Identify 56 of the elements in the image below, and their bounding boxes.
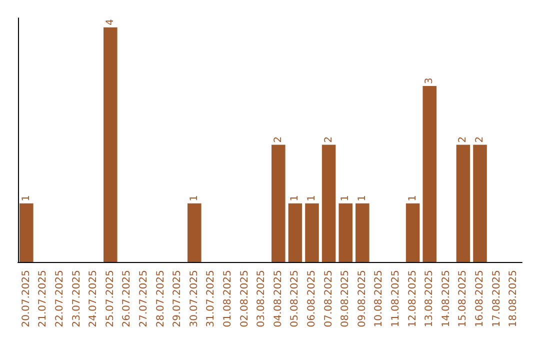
data-label: 2 (272, 136, 284, 143)
data-label: 1 (340, 194, 352, 202)
x-tick-label: 31.07.2025 (206, 270, 217, 328)
bar (188, 203, 202, 262)
data-label: 1 (407, 194, 418, 202)
x-tick-label: 29.07.2025 (172, 270, 184, 328)
bar (305, 203, 319, 262)
x-tick-label: 09.08.2025 (356, 270, 368, 328)
x-tick-label: 10.08.2025 (374, 270, 385, 328)
x-tick-label: 27.07.2025 (138, 270, 150, 328)
x-tick-label: 06.08.2025 (306, 270, 318, 328)
x-tick-label: 05.08.2025 (290, 270, 301, 328)
data-label: 1 (188, 194, 200, 202)
data-label: 4 (104, 19, 116, 26)
x-tick-label: 23.07.2025 (71, 270, 82, 328)
x-tick-label: 04.08.2025 (272, 270, 284, 328)
x-tick-label: 08.08.2025 (340, 270, 352, 328)
data-label: 1 (20, 194, 32, 202)
x-tick-label: 03.08.2025 (256, 270, 268, 328)
bar (406, 203, 420, 262)
x-tick-label: 24.07.2025 (88, 270, 100, 328)
bar (356, 203, 370, 262)
data-label: 1 (306, 194, 318, 202)
x-tick-label: 02.08.2025 (239, 270, 250, 328)
x-tick-label: 20.07.2025 (20, 270, 32, 328)
data-label: 3 (424, 78, 436, 84)
bar (422, 86, 436, 262)
data-label: 1 (356, 194, 368, 202)
x-tick-label: 22.07.2025 (54, 270, 66, 328)
x-tick-label: 15.08.2025 (458, 270, 469, 328)
bar (104, 27, 118, 262)
bar (322, 144, 336, 262)
x-tick-label: 16.08.2025 (474, 270, 486, 328)
x-tick-label: 26.07.2025 (122, 270, 133, 328)
x-tick-label: 11.08.2025 (390, 270, 402, 328)
x-tick-label: 13.08.2025 (424, 270, 436, 328)
bar (338, 203, 352, 262)
data-label: 2 (458, 136, 469, 143)
bar (272, 144, 286, 262)
x-tick-label: 12.08.2025 (407, 270, 418, 328)
bar (473, 144, 487, 262)
bar (20, 203, 34, 262)
x-tick-label: 28.07.2025 (155, 270, 166, 328)
x-tick-label: 18.08.2025 (508, 270, 520, 328)
x-tick-label: 25.07.2025 (104, 270, 116, 328)
x-tick-label: 07.08.2025 (323, 270, 334, 328)
x-tick-label: 17.08.2025 (491, 270, 502, 328)
x-tick-label: 14.08.2025 (440, 270, 452, 328)
x-tick-label: 01.08.2025 (222, 270, 234, 328)
x-tick-label: 30.07.2025 (188, 270, 200, 328)
bar (288, 203, 302, 262)
data-label: 2 (474, 136, 486, 143)
bar (456, 144, 470, 262)
data-label: 1 (290, 194, 301, 202)
x-tick-label: 21.07.2025 (38, 270, 49, 328)
data-label: 2 (323, 136, 334, 143)
